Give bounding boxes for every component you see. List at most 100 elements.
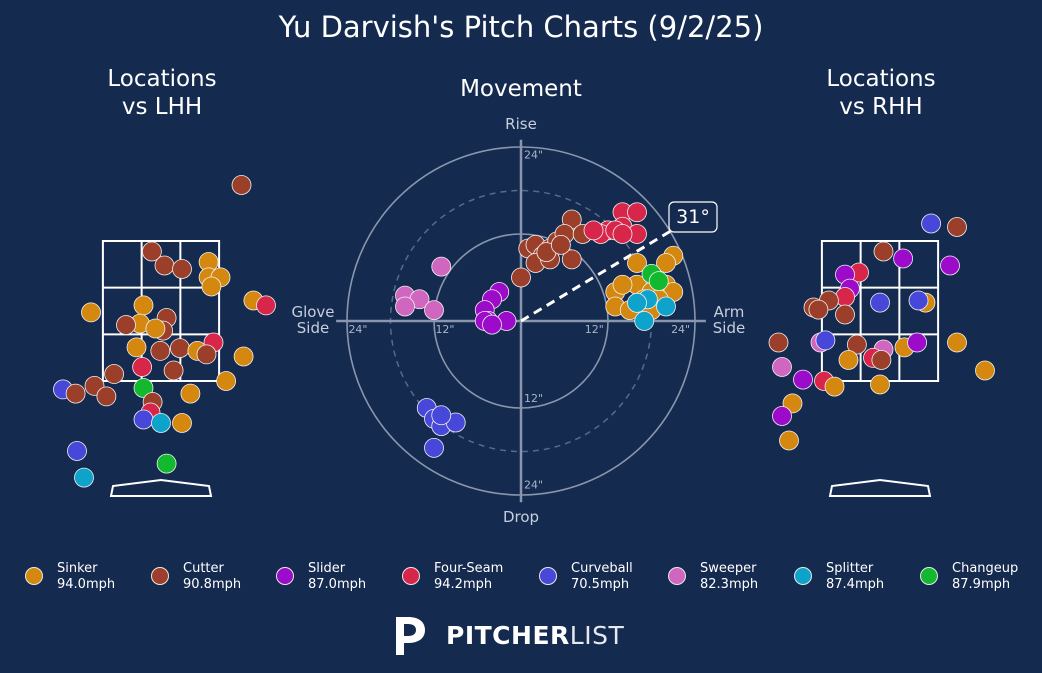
location-chart-rhh — [768, 213, 995, 497]
legend-pitch-name: Sweeper — [700, 561, 757, 576]
movement-pitch-point — [550, 234, 571, 255]
tick-label-24-right: 24" — [671, 323, 690, 336]
lhh-pitch-point — [169, 338, 190, 359]
tick-label-12-left: 12" — [435, 323, 454, 336]
axis-label-arm-side-line-2: Side — [713, 319, 745, 337]
legend-pitch-name: Sinker — [57, 561, 98, 576]
movement-pitch-point — [583, 220, 604, 241]
legend-pitch-speed: 90.8mph — [183, 577, 242, 592]
brand: PITCHERLIST — [394, 613, 654, 657]
legend-pitch-name: Changeup — [952, 561, 1019, 576]
rhh-pitch-point — [873, 241, 894, 262]
legend-swatch — [151, 567, 169, 585]
right-panel-title-line-2: vs RHH — [839, 94, 923, 120]
rhh-pitch-point — [921, 213, 942, 234]
tick-label-12-bottom: 12" — [524, 392, 543, 405]
movement-pitch-point — [424, 437, 444, 458]
legend-swatch — [402, 567, 420, 585]
lhh-pitch-point — [201, 276, 222, 297]
lhh-pitch-point — [133, 409, 154, 430]
chart-title: Yu Darvish's Pitch Charts (9/2/25) — [278, 10, 764, 44]
rhh-pitch-point — [835, 287, 855, 307]
lhh-pitch-point — [150, 340, 171, 361]
movement-pitch-point — [431, 256, 452, 277]
movement-pitch-point — [656, 296, 676, 317]
lhh-pitch-point — [133, 295, 154, 316]
location-chart-lhh — [53, 175, 276, 497]
rhh-pitch-point — [870, 292, 890, 313]
rhh-pitch-point — [870, 374, 890, 395]
movement-pitch-point — [648, 271, 669, 292]
legend-swatch — [920, 567, 938, 585]
lhh-pitch-point — [65, 383, 86, 404]
legend-pitch-speed: 87.9mph — [952, 577, 1011, 592]
left-panel-title-line-1: Locations — [107, 66, 217, 92]
rhh-pitch-point — [908, 290, 929, 311]
lhh-pitch-point — [142, 241, 162, 262]
rhh-pitch-point — [975, 360, 995, 381]
rhh-pitch-point — [768, 332, 789, 353]
movement-pitch-point — [612, 274, 633, 295]
lhh-home-plate — [109, 478, 213, 497]
rhh-pitch-point — [835, 304, 855, 325]
axis-label-drop-line-1: Drop — [503, 508, 539, 526]
legend-pitch-speed: 94.0mph — [57, 577, 116, 592]
tick-label-12-right: 12" — [585, 323, 604, 336]
lhh-pitch-point — [145, 318, 166, 339]
rhh-pitch-point — [907, 332, 928, 353]
lhh-zone-outline — [101, 240, 221, 382]
lhh-pitch-point — [156, 453, 177, 474]
lhh-pitch-point — [154, 255, 175, 276]
legend: Sinker 94.0mph Cutter 90.8mph Slider 87.0mph F… — [0, 558, 1042, 598]
rhh-pitch-point — [947, 332, 967, 353]
legend-swatch — [794, 567, 812, 585]
rhh-pitch-point — [838, 350, 859, 370]
legend-swatch — [539, 567, 557, 585]
movement-pitch-point — [627, 292, 647, 313]
tick-label-24-top: 24" — [524, 149, 543, 162]
rhh-pitch-point — [940, 255, 960, 276]
rhh-pitch-point — [779, 430, 799, 451]
movement-pitch-point — [612, 224, 633, 244]
lhh-pitch-point — [74, 467, 94, 488]
brand-bold-text: PITCHER — [446, 621, 570, 650]
arm-angle-label: 31° — [676, 206, 710, 228]
movement-pitch-point — [482, 314, 502, 335]
legend-pitch-name: Splitter — [826, 561, 874, 576]
rhh-pitch-point — [947, 217, 967, 237]
movement-pitch-point — [511, 267, 531, 288]
rhh-pitch-point — [871, 350, 892, 370]
legend-pitch-speed: 87.0mph — [308, 577, 367, 592]
legend-pitch-speed: 82.3mph — [700, 577, 759, 592]
lhh-pitch-point — [216, 371, 237, 391]
lhh-pitch-point — [233, 346, 254, 367]
movement-pitch-point — [395, 296, 415, 317]
arm-angle-badge — [668, 201, 718, 233]
lhh-pitch-point — [231, 175, 252, 195]
lhh-pitch-point — [256, 295, 276, 316]
axis-label-glove-side-line-1: Glove — [291, 303, 334, 321]
pitcherlist-logo-icon — [396, 617, 425, 655]
lhh-pitch-point — [172, 413, 192, 433]
lhh-pitch-point — [172, 259, 192, 279]
lhh-pitch-point — [126, 337, 147, 358]
rhh-pitch-point — [893, 248, 914, 269]
rhh-pitch-point — [847, 334, 867, 355]
movement-pitch-point — [424, 300, 444, 321]
legend-swatch — [668, 567, 686, 585]
right-panel-title-line-1: Locations — [826, 66, 936, 92]
legend-pitch-name: Curveball — [571, 561, 633, 576]
movement-pitch-point — [561, 249, 582, 270]
lhh-pitch-point — [67, 441, 87, 461]
legend-swatch — [276, 567, 294, 585]
legend-pitch-name: Four-Seam — [434, 561, 504, 576]
axis-label-arm-side-line-1: Arm — [714, 303, 745, 321]
rhh-pitch-point — [815, 330, 836, 351]
lhh-pitch-point — [163, 360, 184, 381]
movement-pitch-point — [656, 253, 676, 273]
movement-chart: 24"24"12"24" 12" 12" 24"RiseDropGloveSideAr… — [291, 115, 745, 526]
legend-pitch-speed: 94.2mph — [434, 577, 493, 592]
axis-label-rise-line-1: Rise — [505, 115, 537, 133]
tick-label-24-bottom: 24" — [524, 478, 543, 491]
legend-pitch-speed: 87.4mph — [826, 577, 885, 592]
